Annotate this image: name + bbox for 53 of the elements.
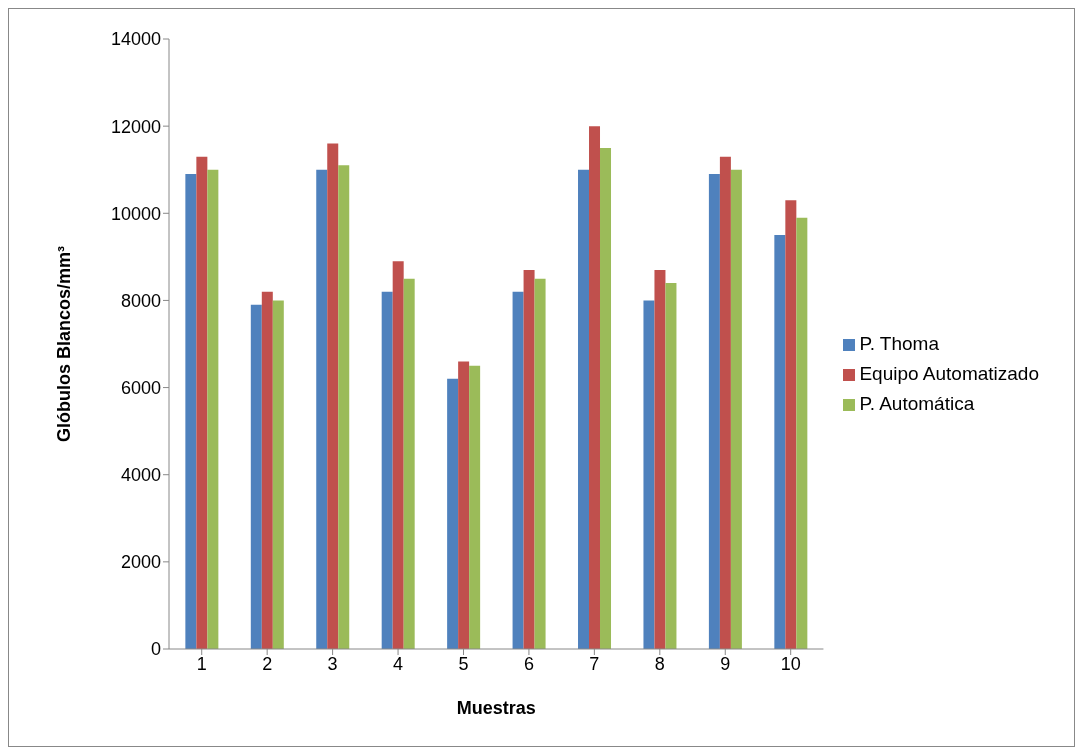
bar: [327, 143, 339, 649]
bar: [185, 174, 197, 649]
bar: [708, 174, 720, 649]
bar: [381, 291, 393, 649]
bar: [403, 278, 415, 649]
y-tick-label: 12000: [110, 116, 161, 137]
y-tick-label: 14000: [110, 29, 161, 50]
bar: [196, 156, 208, 649]
bar: [774, 235, 786, 649]
x-tick-label: 3: [327, 653, 338, 674]
bar: [272, 300, 284, 649]
x-axis-title: Muestras: [456, 698, 536, 718]
y-tick-label: 2000: [120, 552, 161, 573]
x-tick-label: 8: [654, 653, 665, 674]
x-tick-label: 5: [458, 653, 469, 674]
bar: [338, 165, 350, 649]
x-tick-label: 10: [780, 653, 801, 674]
x-tick-label: 2: [262, 653, 273, 674]
bar: [469, 365, 481, 649]
bar: [523, 269, 535, 649]
bar: [643, 300, 655, 649]
bar: [719, 156, 731, 649]
y-tick-label: 6000: [120, 377, 161, 398]
bar: [458, 361, 470, 649]
bar: [665, 283, 677, 649]
legend-label: P. Thoma: [859, 333, 939, 354]
y-tick-label: 8000: [120, 290, 161, 311]
x-tick-label: 6: [523, 653, 534, 674]
x-tick-label: 1: [196, 653, 207, 674]
x-tick-label: 9: [720, 653, 731, 674]
x-tick-label: 7: [589, 653, 600, 674]
bar: [600, 147, 612, 649]
legend-label: P. Automática: [859, 393, 975, 414]
y-axis-title: Glóbulos Blancos/mm³: [54, 245, 75, 443]
bar: [796, 217, 808, 649]
y-tick-label: 4000: [120, 465, 161, 486]
y-tick-label: 0: [150, 639, 161, 660]
bar: [730, 169, 742, 649]
bar: [534, 278, 546, 649]
bar: [207, 169, 219, 649]
y-tick-label: 10000: [110, 203, 161, 224]
bar: [578, 169, 590, 649]
x-tick-label: 4: [393, 653, 404, 674]
bar: [250, 304, 262, 649]
bar: [261, 291, 273, 649]
bar: [447, 378, 459, 649]
bar: [589, 126, 601, 649]
legend-label: Equipo Automatizado: [859, 363, 1039, 384]
bar: [316, 169, 328, 649]
bar: [785, 200, 797, 649]
bar: [512, 291, 524, 649]
bar: [392, 261, 404, 649]
bar: [654, 269, 666, 649]
